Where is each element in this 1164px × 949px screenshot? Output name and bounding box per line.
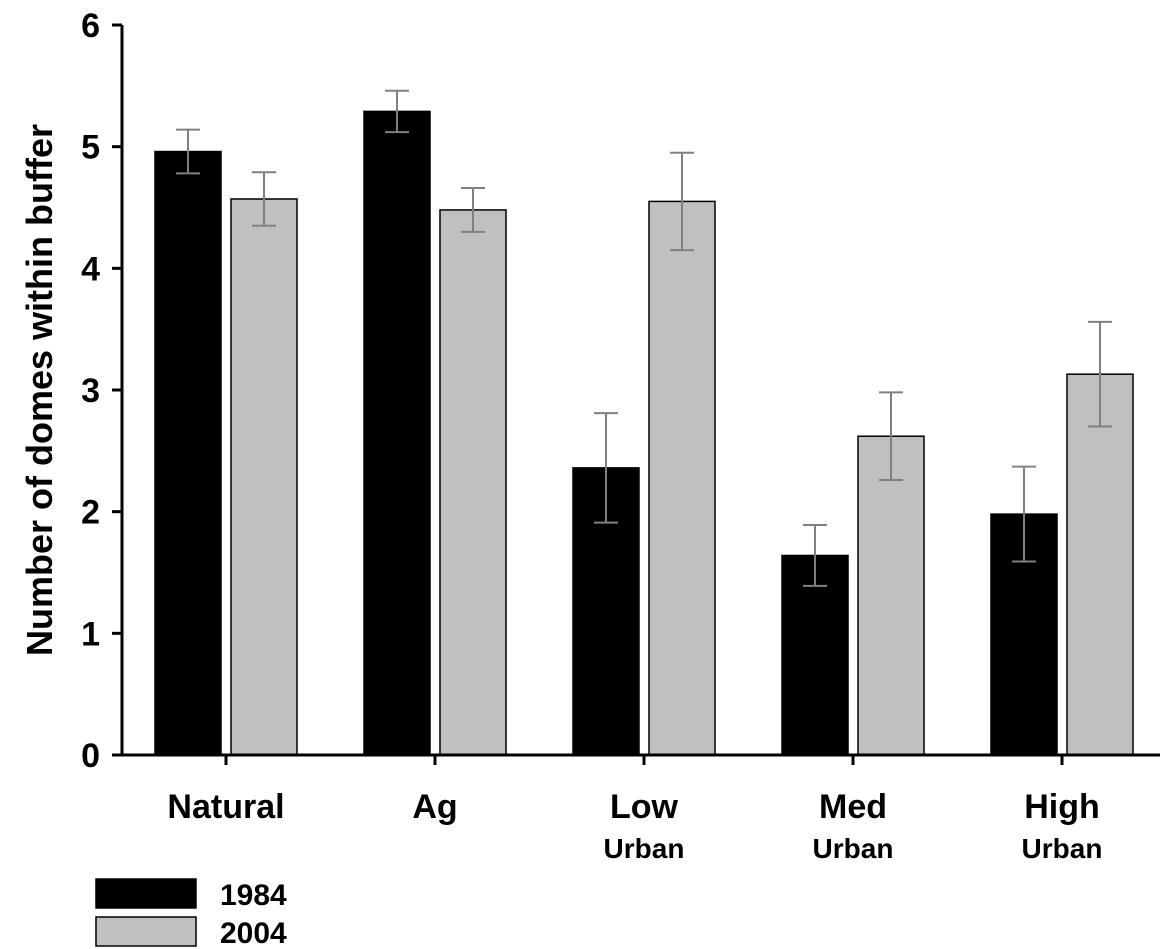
y-tick-label: 4 [81, 250, 100, 288]
x-tick-label: High [1024, 788, 1100, 826]
x-tick-sublabel: Urban [604, 833, 685, 864]
y-tick-label: 6 [81, 7, 100, 45]
error-bar-1984-low [594, 412, 618, 524]
error-bar-1984-med [803, 524, 827, 587]
y-tick-label: 0 [81, 737, 100, 775]
error-bar-2004-low [670, 151, 694, 252]
bar-1984-ag [363, 110, 431, 756]
x-tick-label: Low [610, 788, 679, 826]
error-bar-2004-high [1088, 320, 1112, 428]
bar-1984-natural [154, 150, 222, 756]
y-tick-label: 2 [81, 494, 100, 532]
y-tick-label: 5 [81, 129, 100, 167]
x-tick-label: Ag [412, 788, 457, 826]
bar-2004-natural [230, 198, 298, 756]
legend-swatch-1984 [95, 878, 197, 909]
bar-2004-high [1066, 373, 1134, 756]
bar-2004-ag [439, 209, 507, 756]
bar-2004-low [648, 200, 716, 756]
y-tick-label: 3 [81, 372, 100, 410]
x-tick-label: Med [819, 788, 887, 826]
legend-label-2004: 2004 [220, 917, 287, 949]
y-tick-label: 1 [81, 615, 100, 653]
error-bar-1984-natural [176, 128, 200, 175]
legend-swatch-2004 [95, 916, 197, 947]
error-bar-1984-high [1012, 465, 1036, 563]
legend: 1984 2004 [95, 878, 287, 949]
x-tick-sublabel: Urban [813, 833, 894, 864]
error-bar-2004-natural [252, 171, 276, 227]
x-tick-label: Natural [167, 788, 284, 826]
bar-2004-med [857, 435, 925, 756]
y-axis-label: Number of domes within buffer [19, 124, 60, 656]
plot-area [154, 89, 1134, 756]
error-bar-2004-med [879, 391, 903, 482]
axes: 0 1 2 3 4 5 6 Natural Ag Low Urban Med Urban High Urba… [81, 7, 1160, 864]
x-tick-sublabel: Urban [1022, 833, 1103, 864]
legend-label-1984: 1984 [220, 879, 287, 912]
error-bar-1984-ag [385, 89, 409, 134]
error-bar-2004-ag [461, 187, 485, 233]
